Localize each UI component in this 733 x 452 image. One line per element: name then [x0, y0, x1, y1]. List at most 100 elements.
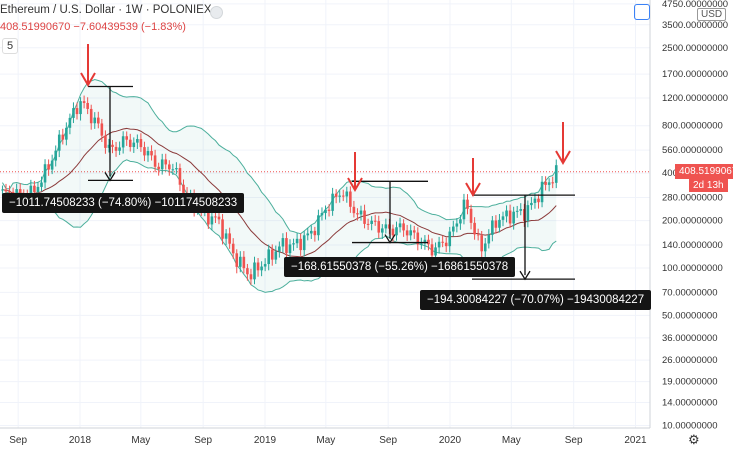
candle-body: [487, 234, 491, 244]
candle-body: [501, 216, 505, 220]
candle-body: [274, 251, 278, 260]
candle-body: [4, 189, 8, 192]
candle-body: [466, 199, 469, 209]
candle-body: [118, 147, 121, 151]
candle-body: [114, 146, 118, 151]
settings-gear-icon[interactable]: ⚙: [688, 432, 700, 447]
price-tick-label: 1700.00000000: [662, 69, 728, 80]
candle-body: [448, 231, 452, 247]
candle-body: [405, 230, 409, 236]
candle-body: [320, 213, 324, 216]
candle-body: [121, 136, 125, 148]
price-quote: 408.51990670 −7.60439539 (−1.83%): [0, 21, 186, 33]
time-tick-label: May: [316, 435, 335, 446]
candle-body: [505, 210, 508, 217]
time-tick-label: 2019: [254, 435, 277, 446]
candle-body: [249, 274, 253, 280]
candle-body: [519, 209, 523, 211]
candle-body: [136, 139, 139, 143]
candle-body: [441, 241, 444, 243]
chart-control-icon[interactable]: [634, 4, 650, 20]
candle-body: [459, 219, 462, 224]
annotation-label-2: −168.61550378 (−55.26%) −16861550378: [284, 257, 516, 277]
candle-body: [1, 189, 4, 191]
candle-body: [47, 164, 50, 170]
measure-arrowhead: [519, 270, 531, 281]
price-tick-label: 36.00000000: [662, 333, 717, 344]
time-tick-label: 2018: [69, 435, 92, 446]
time-tick-label: May: [131, 435, 150, 446]
candle-body: [359, 210, 363, 215]
candle-body: [530, 202, 533, 206]
candle-body: [79, 101, 82, 115]
price-tick-label: 280.00000000: [662, 193, 723, 204]
time-tick-label: Sep: [379, 435, 397, 446]
currency-button[interactable]: USD: [697, 8, 727, 21]
time-tick-label: 2020: [439, 435, 462, 446]
candle-body: [50, 160, 54, 170]
candle-body: [178, 168, 182, 185]
candle-body: [444, 242, 448, 247]
price-tick-label: 1200.00000000: [662, 93, 728, 104]
candle-body: [338, 195, 342, 197]
candle-body: [153, 155, 157, 167]
candle-body: [82, 101, 86, 103]
candle-body: [221, 219, 224, 239]
countdown-label: 2d 13h: [689, 179, 728, 192]
candle-body: [430, 244, 434, 256]
candle-body: [554, 165, 558, 183]
candle-body: [327, 209, 331, 211]
candle-body: [171, 169, 175, 171]
candle-body: [224, 233, 228, 239]
candle-body: [508, 210, 512, 224]
time-tick-label: Sep: [194, 435, 212, 446]
candle-body: [86, 102, 89, 109]
candle-body: [107, 144, 111, 148]
candle-body: [420, 243, 423, 245]
candle-body: [384, 224, 388, 229]
candle-body: [267, 249, 271, 265]
candle-body: [423, 239, 427, 244]
candle-body: [278, 246, 281, 252]
candle-body: [370, 220, 373, 224]
price-tick-label: 26.00000000: [662, 355, 717, 366]
candlestick-series: [1, 95, 558, 285]
candle-body: [210, 216, 214, 225]
candle-body: [146, 151, 150, 156]
candle-body: [157, 166, 160, 170]
candle-body: [547, 182, 551, 185]
candle-body: [97, 117, 100, 124]
candle-body: [409, 230, 413, 236]
price-axis: 4750.00000000 3500.00000000 2500.00000000 1…: [649, 0, 728, 432]
candle-body: [111, 144, 114, 147]
candle-body: [260, 266, 263, 271]
down-arrow-head: [347, 177, 363, 192]
price-tick-label: 3500.00000000: [662, 20, 728, 31]
symbol-status-icon[interactable]: [210, 6, 223, 19]
candle-body: [75, 108, 79, 115]
candle-body: [128, 139, 132, 148]
price-tick-label: 560.00000000: [662, 145, 723, 156]
time-tick-label: Sep: [565, 435, 583, 446]
candle-body: [551, 182, 555, 184]
candle-body: [452, 226, 455, 232]
candle-body: [437, 241, 441, 248]
time-tick-label: Sep: [9, 435, 27, 446]
candle-body: [228, 233, 231, 244]
candle-body: [217, 216, 221, 220]
candle-body: [395, 227, 398, 236]
candle-body: [89, 108, 93, 124]
candle-body: [263, 264, 267, 267]
candle-body: [515, 210, 519, 212]
candle-body: [295, 238, 299, 244]
interval-button[interactable]: 5: [2, 38, 19, 54]
candle-body: [150, 151, 153, 156]
candle-body: [313, 230, 317, 236]
price-tick-label: 10.00000000: [662, 421, 717, 432]
candle-body: [480, 235, 484, 252]
candle-body: [139, 139, 143, 148]
candle-body: [65, 127, 68, 140]
candle-body: [345, 191, 349, 197]
candle-body: [68, 117, 72, 128]
